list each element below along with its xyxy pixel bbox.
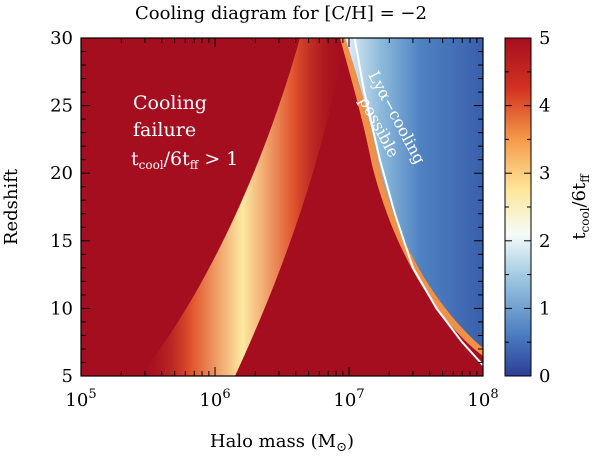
x-tick-label: 106 [199,387,230,411]
colorbar-label: tcool/6tff [569,173,592,240]
cooling-failure-annotation: Cooling failure tcool/6tff > 1 [131,92,238,172]
colorbar-tick-label: 1 [539,298,550,319]
x-tick-label: 105 [65,387,96,411]
colorbar-tick-label: 4 [539,96,550,117]
x-tick-label: 108 [467,387,498,411]
plot-frame [80,37,484,377]
x-axis-ticks: 105 106 107 108 [65,38,499,411]
x-axis-label: Halo mass (M⊙) [210,431,354,455]
x-tick-label: 107 [333,387,364,411]
y-tick-label: 15 [50,231,73,252]
annotation-line3: tcool/6tff > 1 [131,148,238,172]
lya-transition-rim [340,38,483,356]
y-axis-label: Redshift [1,168,22,245]
y-tick-label: 10 [50,298,73,319]
colorbar-tick-label: 2 [539,231,550,252]
lya-cooling-region [345,38,483,348]
heatmap-area [81,38,483,376]
annotation-line2: failure [133,119,196,141]
colorbar-tick-label: 5 [539,28,550,49]
colorbar-tick-label: 3 [539,163,550,184]
colorbar-tick-label: 0 [539,366,550,387]
y-tick-label: 30 [50,28,73,49]
annotation-line1: Cooling [133,92,207,114]
cooling-band [140,38,345,376]
y-tick-label: 25 [50,96,73,117]
chart-title: Cooling diagram for [C/H] = −2 [135,3,427,24]
colorbar [504,37,532,377]
y-tick-label: 5 [62,366,73,387]
y-tick-label: 20 [50,163,73,184]
boundary-curve [353,38,483,366]
y-axis-ticks: 5 10 15 20 25 30 [50,28,483,387]
colorbar-ticks: 0 1 2 3 4 5 [505,28,550,387]
